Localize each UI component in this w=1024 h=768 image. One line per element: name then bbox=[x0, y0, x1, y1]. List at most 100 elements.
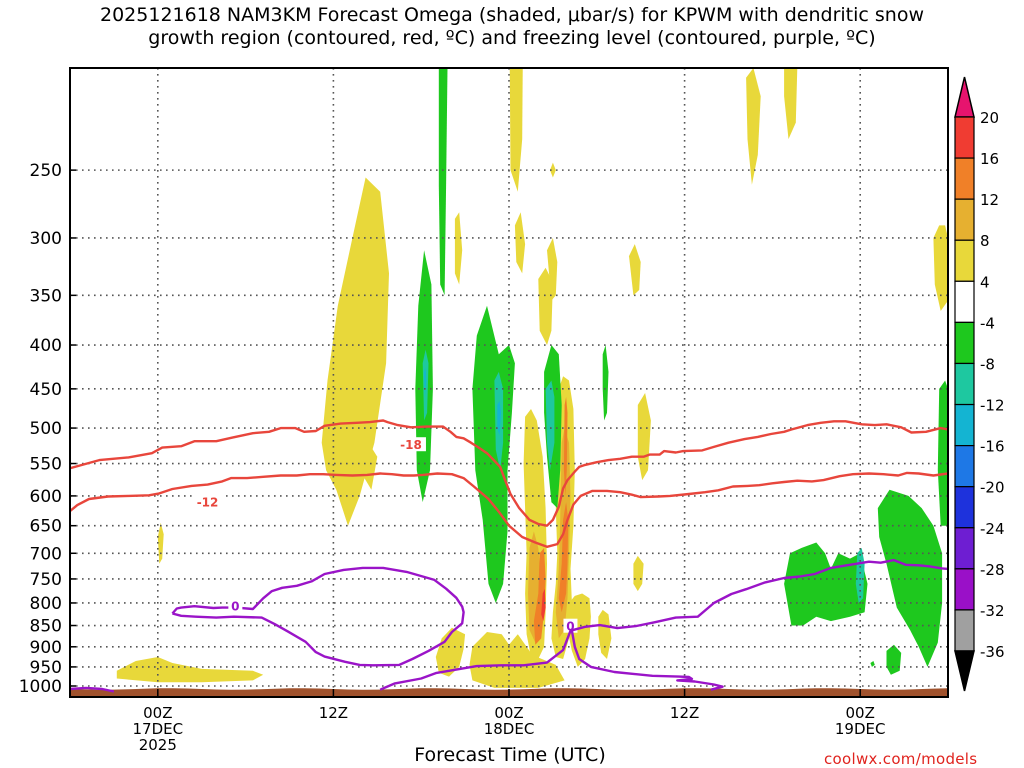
y-tick-label: 350 bbox=[30, 286, 62, 306]
colorbar-bin bbox=[954, 568, 975, 611]
contour-layer: -18 -12 0 0 bbox=[70, 419, 948, 693]
colorbar-low-arrow bbox=[954, 650, 975, 692]
colorbar-bin bbox=[954, 527, 975, 570]
omega-region bbox=[886, 644, 902, 675]
omega-region bbox=[602, 345, 609, 421]
dgz-contour bbox=[70, 471, 948, 548]
omega-region bbox=[497, 401, 501, 436]
colorbar-bin bbox=[954, 116, 975, 159]
colorbar-bin bbox=[954, 609, 975, 652]
x-tick-label: 00Z bbox=[143, 704, 172, 722]
omega-region bbox=[563, 397, 568, 496]
colorbar-label: 12 bbox=[980, 191, 999, 209]
source-credit: coolwx.com/models bbox=[824, 750, 978, 768]
freezing-contour-label: 0 bbox=[231, 600, 239, 614]
y-tick-label: 900 bbox=[30, 638, 62, 658]
colorbar-bin bbox=[954, 445, 975, 488]
omega-region bbox=[454, 212, 463, 285]
x-tick-label: 00Z bbox=[494, 704, 523, 722]
colorbar-label: -20 bbox=[980, 479, 1005, 497]
omega-region bbox=[784, 68, 798, 140]
omega-region bbox=[438, 68, 448, 296]
omega-region bbox=[629, 244, 641, 296]
y-tick-label: 450 bbox=[30, 380, 62, 400]
omega-region bbox=[598, 609, 612, 659]
omega-region bbox=[424, 367, 427, 397]
dgz-contour-label: -12 bbox=[197, 495, 219, 509]
x-tick-label: 00Z bbox=[846, 704, 875, 722]
omega-shading-layer bbox=[116, 68, 948, 688]
omega-region bbox=[321, 177, 389, 526]
axes-layer: 2503003504004505005506006507007508008509… bbox=[19, 67, 949, 754]
freezing-contour bbox=[570, 630, 724, 691]
omega-region bbox=[435, 627, 466, 677]
dgz-contour bbox=[70, 419, 948, 527]
colorbar-bin bbox=[954, 362, 975, 406]
dgz-contour-label-bg bbox=[192, 494, 223, 509]
pressure-gridlines bbox=[70, 68, 948, 697]
omega-region bbox=[633, 555, 644, 592]
colorbar-label: -8 bbox=[980, 355, 995, 373]
omega-region bbox=[567, 593, 591, 667]
dgz-contour-label: -18 bbox=[400, 438, 422, 452]
y-tick-label: 850 bbox=[30, 617, 62, 637]
omega-region bbox=[157, 522, 164, 564]
x-axis-title: Forecast Time (UTC) bbox=[414, 744, 606, 766]
colorbar-bin bbox=[954, 198, 975, 241]
freezing-contour bbox=[171, 566, 465, 667]
y-tick-label: 500 bbox=[30, 419, 62, 439]
chart-title-line-2: growth region (contoured, red, ºC) and f… bbox=[148, 27, 876, 49]
omega-region bbox=[116, 657, 264, 683]
omega-region bbox=[469, 632, 565, 688]
freezing-contour bbox=[379, 558, 948, 691]
colorbar-bin bbox=[954, 239, 975, 282]
omega-region bbox=[547, 238, 558, 301]
omega-region bbox=[784, 542, 868, 626]
chart-title-line-1: 2025121618 NAM3KM Forecast Omega (shaded… bbox=[100, 4, 924, 26]
omega-region bbox=[550, 162, 556, 178]
omega-colorbar: 20 16 12 8 4 -4 -8 -12 -16 -20 -24 -28 -32 -36 bbox=[954, 76, 1005, 692]
omega-region bbox=[509, 68, 523, 192]
x-tick-label: 19DEC bbox=[835, 720, 886, 738]
omega-region bbox=[545, 380, 555, 471]
x-tick-label: 17DEC bbox=[133, 720, 184, 738]
colorbar-bin bbox=[954, 321, 975, 365]
colorbar-high-arrow bbox=[954, 76, 975, 118]
colorbar-label: 16 bbox=[980, 150, 999, 168]
y-tick-label: 800 bbox=[30, 594, 62, 614]
omega-region bbox=[558, 502, 569, 613]
x-tick-label: 12Z bbox=[670, 704, 699, 722]
y-tick-label: 600 bbox=[30, 487, 62, 507]
y-tick-label: 1000 bbox=[19, 677, 62, 697]
omega-region bbox=[746, 68, 761, 185]
omega-region bbox=[937, 380, 948, 526]
freezing-contour bbox=[70, 686, 115, 693]
omega-region bbox=[533, 547, 546, 645]
omega-region bbox=[538, 267, 553, 345]
y-tick-label: 550 bbox=[30, 455, 62, 475]
omega-region bbox=[514, 212, 526, 274]
colorbar-label: -16 bbox=[980, 438, 1005, 456]
freezing-contour-label-bg bbox=[228, 598, 243, 613]
colorbar-label: -36 bbox=[980, 643, 1005, 661]
y-tick-label: 650 bbox=[30, 517, 62, 537]
dgz-contour-label-bg bbox=[395, 437, 426, 452]
colorbar-label: 4 bbox=[980, 273, 990, 291]
colorbar-bin bbox=[954, 280, 975, 323]
colorbar-label: -28 bbox=[980, 561, 1005, 579]
colorbar-bin bbox=[954, 157, 975, 200]
colorbar-bin bbox=[954, 486, 975, 529]
omega-region bbox=[870, 661, 875, 667]
y-tick-label: 950 bbox=[30, 658, 62, 678]
colorbar-bin bbox=[954, 403, 975, 447]
x-tick-label: 12Z bbox=[319, 704, 348, 722]
colorbar-label: -12 bbox=[980, 397, 1005, 415]
colorbar-label: 20 bbox=[980, 109, 999, 127]
omega-region bbox=[933, 225, 948, 311]
colorbar-label: -24 bbox=[980, 520, 1005, 538]
omega-region bbox=[877, 489, 943, 667]
omega-region bbox=[637, 393, 651, 481]
y-tick-label: 700 bbox=[30, 544, 62, 564]
colorbar-label: -4 bbox=[980, 314, 995, 332]
